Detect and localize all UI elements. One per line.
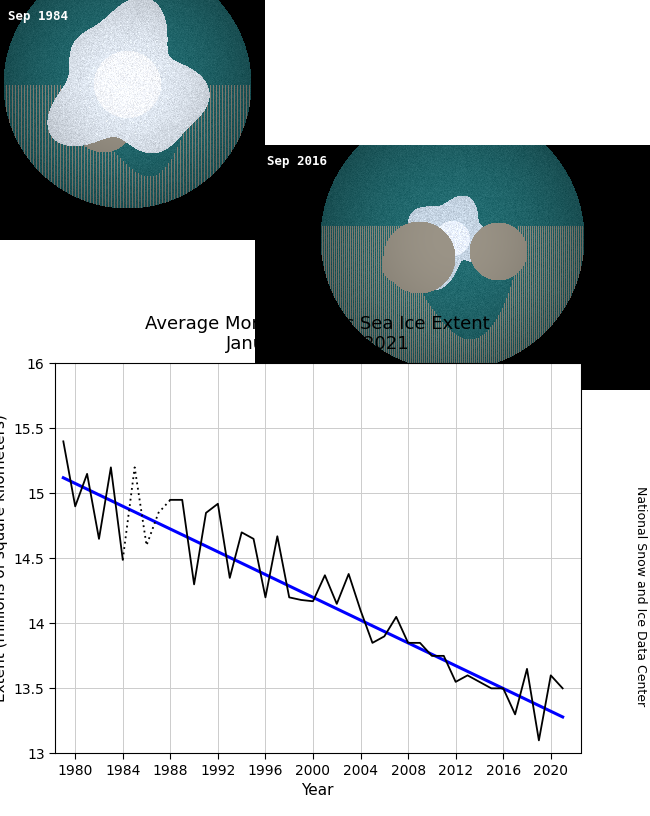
Text: Sep 2016: Sep 2016 bbox=[267, 155, 327, 168]
Title: Average Monthly Arctic Sea Ice Extent
January 1979 - 2021: Average Monthly Arctic Sea Ice Extent Ja… bbox=[146, 315, 490, 353]
Y-axis label: Extent (millions of square kilometers): Extent (millions of square kilometers) bbox=[0, 415, 8, 703]
Text: Sep 1984: Sep 1984 bbox=[8, 10, 68, 23]
X-axis label: Year: Year bbox=[302, 783, 334, 798]
Text: National Snow and Ice Data Center: National Snow and Ice Data Center bbox=[634, 486, 647, 706]
